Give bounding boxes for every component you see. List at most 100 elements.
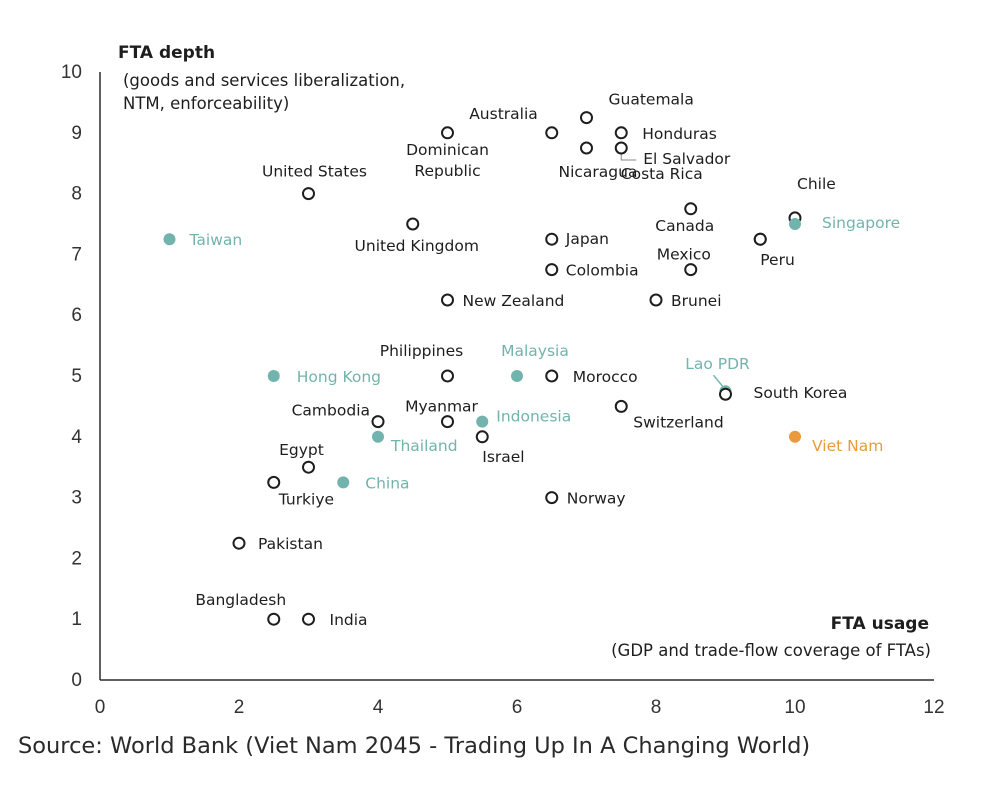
point-malaysia: [511, 370, 523, 382]
y-axis-title: FTA depth: [118, 43, 215, 63]
axes: [99, 72, 934, 681]
point-thailand: [372, 430, 384, 443]
y-tick-label: 2: [71, 548, 82, 569]
point-peru: [753, 232, 767, 246]
lao-pdr-leader: [712, 374, 724, 387]
y-tick-label: 1: [71, 609, 82, 630]
y-tick-label: 0: [71, 670, 82, 691]
x-tick-label: 0: [95, 697, 106, 718]
label-lao-pdr: Lao PDR: [685, 355, 750, 373]
x-tick-label: 2: [234, 697, 245, 718]
x-tick-label: 10: [784, 697, 805, 718]
label-colombia: Colombia: [566, 262, 639, 280]
point-honduras: [614, 126, 628, 140]
data-points: [163, 111, 802, 626]
label-dominican-republic: Dominican Republic: [406, 141, 489, 180]
point-new-zealand: [441, 293, 454, 307]
leader-lines: [620, 153, 724, 387]
axis-titles: FTA depth (goods and services liberaliza…: [118, 43, 931, 660]
point-hong-kong: [267, 370, 280, 382]
source-caption: Source: World Bank (Viet Nam 2045 - Trad…: [18, 733, 811, 759]
label-el-salvador: El Salvador: [643, 150, 731, 168]
label-malaysia: Malaysia: [501, 342, 569, 360]
point-philippines: [441, 369, 454, 383]
label-cambodia: Cambodia: [292, 402, 370, 420]
label-india: India: [330, 611, 368, 629]
label-norway: Norway: [567, 490, 626, 508]
point-united-states: [302, 187, 315, 201]
label-viet-nam: Viet Nam: [812, 437, 883, 455]
el-salvador-leader: [620, 153, 637, 161]
label-mexico: Mexico: [657, 246, 711, 264]
label-australia: Australia: [469, 105, 538, 123]
point-norway: [545, 491, 559, 505]
label-bangladesh: Bangladesh: [195, 591, 286, 609]
label-philippines: Philippines: [380, 342, 464, 360]
y-axis-subtitle-line-2: NTM, enforceability): [123, 94, 289, 113]
y-tick-label: 3: [71, 488, 82, 509]
point-costa-rica: [684, 202, 698, 216]
label-pakistan: Pakistan: [258, 535, 323, 553]
point-china: [337, 476, 350, 489]
point-indonesia: [476, 415, 489, 428]
label-japan: Japan: [565, 230, 609, 248]
point-switzerland: [614, 399, 628, 413]
point-egypt: [302, 460, 315, 474]
y-tick-label: 6: [71, 305, 82, 326]
x-axis-subtitle: (GDP and trade-flow coverage of FTAs): [611, 641, 931, 660]
label-chile: Chile: [797, 175, 836, 193]
point-bangladesh: [267, 612, 281, 626]
label-turkiye: Turkiye: [278, 490, 334, 508]
label-morocco: Morocco: [573, 368, 638, 386]
label-canada: Canada: [655, 217, 714, 235]
point-australia: [545, 126, 559, 140]
y-tick-label: 9: [71, 123, 82, 144]
label-hong-kong: Hong Kong: [297, 368, 381, 386]
label-brunei: Brunei: [671, 292, 722, 310]
point-turkiye: [267, 475, 281, 489]
label-united-states: United States: [262, 163, 367, 181]
point-nicaragua: [580, 141, 593, 155]
point-united-kingdom: [406, 217, 420, 231]
x-axis-title: FTA usage: [831, 614, 929, 634]
point-dominican-republic: [441, 126, 454, 140]
label-south-korea: South Korea: [754, 384, 848, 402]
x-tick-label: 8: [651, 697, 662, 718]
point-viet-nam: [789, 430, 801, 443]
y-tick-label: 10: [61, 62, 82, 83]
label-guatemala: Guatemala: [609, 91, 694, 109]
point-el-salvador: [614, 141, 628, 155]
point-guatemala: [580, 111, 593, 125]
point-pakistan: [232, 536, 246, 550]
label-singapore: Singapore: [822, 214, 900, 232]
point-japan: [545, 232, 559, 246]
x-tick-label: 6: [512, 697, 523, 718]
label-egypt: Egypt: [279, 441, 324, 459]
point-india: [302, 612, 315, 626]
y-tick-label: 4: [71, 427, 82, 448]
label-nicaragua: Nicaragua: [559, 163, 638, 181]
point-labels: Australia Guatemala Honduras Nicaragua El Sa…: [189, 91, 901, 630]
label-peru: Peru: [760, 251, 795, 269]
label-china: China: [365, 474, 409, 492]
label-taiwan: Taiwan: [189, 231, 243, 249]
point-colombia: [545, 263, 559, 277]
point-myanmar: [441, 415, 454, 429]
x-tick-label: 12: [923, 697, 944, 718]
label-new-zealand: New Zealand: [463, 292, 565, 310]
y-tick-label: 8: [71, 184, 82, 205]
label-israel: Israel: [482, 448, 524, 466]
label-thailand: Thailand: [390, 437, 458, 455]
point-cambodia: [371, 415, 385, 429]
label-united-kingdom: United Kingdom: [355, 237, 479, 255]
point-israel: [475, 430, 489, 444]
label-indonesia: Indonesia: [496, 408, 571, 426]
label-costa-rica: Costa Rica: [621, 165, 703, 183]
scatter-chart: FTA depth (goods and services liberaliza…: [61, 43, 945, 718]
label-myanmar: Myanmar: [405, 398, 478, 416]
y-tick-label: 5: [71, 366, 82, 387]
point-brunei: [649, 293, 663, 307]
x-tick-label: 4: [373, 697, 384, 718]
y-tick-label: 7: [71, 244, 82, 265]
